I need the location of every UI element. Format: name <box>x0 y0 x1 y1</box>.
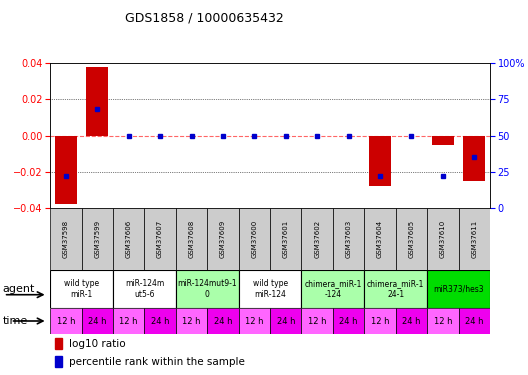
Bar <box>270 308 301 334</box>
Text: 24 h: 24 h <box>88 316 107 326</box>
Text: chimera_miR-1
-124: chimera_miR-1 -124 <box>304 279 362 299</box>
Text: log10 ratio: log10 ratio <box>69 339 126 349</box>
Bar <box>301 308 333 334</box>
Text: time: time <box>3 316 28 326</box>
Text: 12 h: 12 h <box>371 316 389 326</box>
Text: GSM37601: GSM37601 <box>283 220 289 258</box>
Text: miR373/hes3: miR373/hes3 <box>433 285 484 294</box>
Bar <box>86 67 108 135</box>
Text: GSM37606: GSM37606 <box>126 220 131 258</box>
Bar <box>432 135 454 145</box>
Text: 24 h: 24 h <box>151 316 169 326</box>
Text: 12 h: 12 h <box>245 316 263 326</box>
Bar <box>145 208 176 270</box>
Bar <box>82 308 113 334</box>
Bar <box>207 308 239 334</box>
Bar <box>82 208 113 270</box>
Bar <box>364 270 427 308</box>
Bar <box>50 308 82 334</box>
Text: GSM37609: GSM37609 <box>220 220 226 258</box>
Bar <box>369 135 391 186</box>
Text: wild type
miR-1: wild type miR-1 <box>64 279 99 299</box>
Text: 12 h: 12 h <box>308 316 326 326</box>
Text: 12 h: 12 h <box>56 316 75 326</box>
Bar <box>427 270 490 308</box>
Bar <box>207 208 239 270</box>
Text: GSM37608: GSM37608 <box>188 220 194 258</box>
Text: 12 h: 12 h <box>182 316 201 326</box>
Text: 24 h: 24 h <box>402 316 421 326</box>
Bar <box>50 208 82 270</box>
Text: 12 h: 12 h <box>119 316 138 326</box>
Bar <box>301 270 364 308</box>
Bar <box>239 270 301 308</box>
Bar <box>176 270 239 308</box>
Bar <box>364 208 396 270</box>
Bar <box>113 208 145 270</box>
Bar <box>145 308 176 334</box>
Text: 24 h: 24 h <box>277 316 295 326</box>
Bar <box>458 208 490 270</box>
Text: miR-124mut9-1
0: miR-124mut9-1 0 <box>177 279 237 299</box>
Text: agent: agent <box>3 284 35 294</box>
Text: GSM37598: GSM37598 <box>63 220 69 258</box>
Bar <box>333 308 364 334</box>
Bar <box>55 135 77 204</box>
Bar <box>50 270 113 308</box>
Bar <box>396 308 427 334</box>
Text: wild type
miR-124: wild type miR-124 <box>252 279 288 299</box>
Text: GSM37604: GSM37604 <box>377 220 383 258</box>
Bar <box>239 308 270 334</box>
Bar <box>54 338 62 349</box>
Text: 24 h: 24 h <box>214 316 232 326</box>
Bar <box>270 208 301 270</box>
Text: GSM37607: GSM37607 <box>157 220 163 258</box>
Bar <box>427 308 458 334</box>
Bar <box>54 356 62 367</box>
Bar <box>176 208 207 270</box>
Text: 24 h: 24 h <box>340 316 358 326</box>
Text: GSM37611: GSM37611 <box>472 220 477 258</box>
Text: percentile rank within the sample: percentile rank within the sample <box>69 357 245 367</box>
Bar <box>113 308 145 334</box>
Text: chimera_miR-1
24-1: chimera_miR-1 24-1 <box>367 279 425 299</box>
Text: GSM37603: GSM37603 <box>346 220 352 258</box>
Text: GSM37605: GSM37605 <box>409 220 414 258</box>
Bar <box>176 308 207 334</box>
Text: GSM37602: GSM37602 <box>314 220 320 258</box>
Text: 12 h: 12 h <box>433 316 452 326</box>
Bar <box>301 208 333 270</box>
Text: 24 h: 24 h <box>465 316 484 326</box>
Text: GSM37600: GSM37600 <box>251 220 257 258</box>
Text: GSM37599: GSM37599 <box>95 220 100 258</box>
Bar <box>364 308 396 334</box>
Bar <box>458 308 490 334</box>
Bar <box>333 208 364 270</box>
Bar <box>113 270 176 308</box>
Text: miR-124m
ut5-6: miR-124m ut5-6 <box>125 279 164 299</box>
Bar <box>463 135 485 181</box>
Bar <box>239 208 270 270</box>
Bar <box>396 208 427 270</box>
Text: GSM37610: GSM37610 <box>440 220 446 258</box>
Text: GDS1858 / 10000635432: GDS1858 / 10000635432 <box>125 11 284 24</box>
Bar <box>427 208 458 270</box>
